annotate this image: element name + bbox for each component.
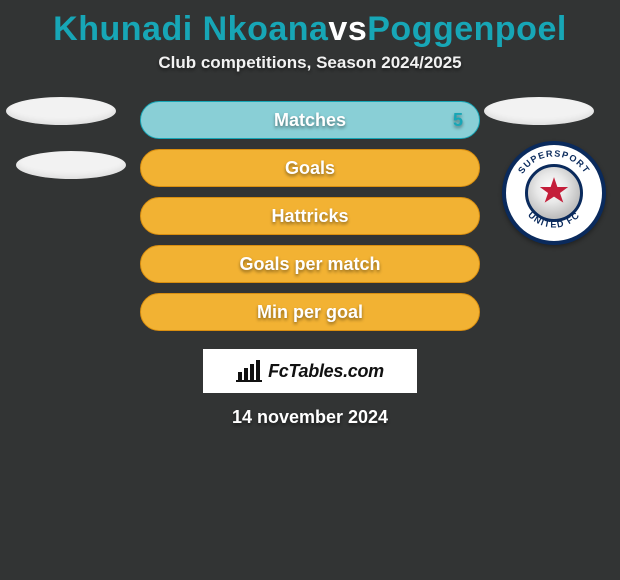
title-player1: Khunadi Nkoana	[53, 10, 328, 49]
stat-bar-label: Matches	[274, 110, 346, 131]
placeholder-oval	[484, 97, 594, 125]
club-badge: SUPERSPORT UNITED FC	[502, 141, 606, 245]
bar-chart-icon	[236, 360, 262, 382]
stat-bar-label: Min per goal	[257, 302, 363, 323]
star-icon	[537, 174, 571, 208]
badge-inner	[525, 164, 583, 222]
stat-bar-label: Goals per match	[239, 254, 380, 275]
fctables-attribution: FcTables.com	[203, 349, 417, 393]
stat-bar-value: 5	[453, 110, 463, 131]
stat-bar: Min per goal	[140, 293, 480, 331]
stat-bar-label: Goals	[285, 158, 335, 179]
subtitle: Club competitions, Season 2024/2025	[0, 53, 620, 73]
stats-section: SUPERSPORT UNITED FC Matches 5 Goals Hattri…	[0, 101, 620, 331]
stat-bar: Hattricks	[140, 197, 480, 235]
title-player2: Poggenpoel	[367, 10, 567, 49]
stat-bar-label: Hattricks	[271, 206, 348, 227]
stat-bar: Goals	[140, 149, 480, 187]
placeholder-oval	[16, 151, 126, 179]
title-vs: vs	[328, 10, 367, 49]
placeholder-oval	[6, 97, 116, 125]
stat-bar: Goals per match	[140, 245, 480, 283]
page-title: Khunadi Nkoana vs Poggenpoel	[0, 10, 620, 49]
date-label: 14 november 2024	[0, 407, 620, 428]
stat-bar: Matches 5	[140, 101, 480, 139]
fctables-label: FcTables.com	[268, 361, 384, 382]
